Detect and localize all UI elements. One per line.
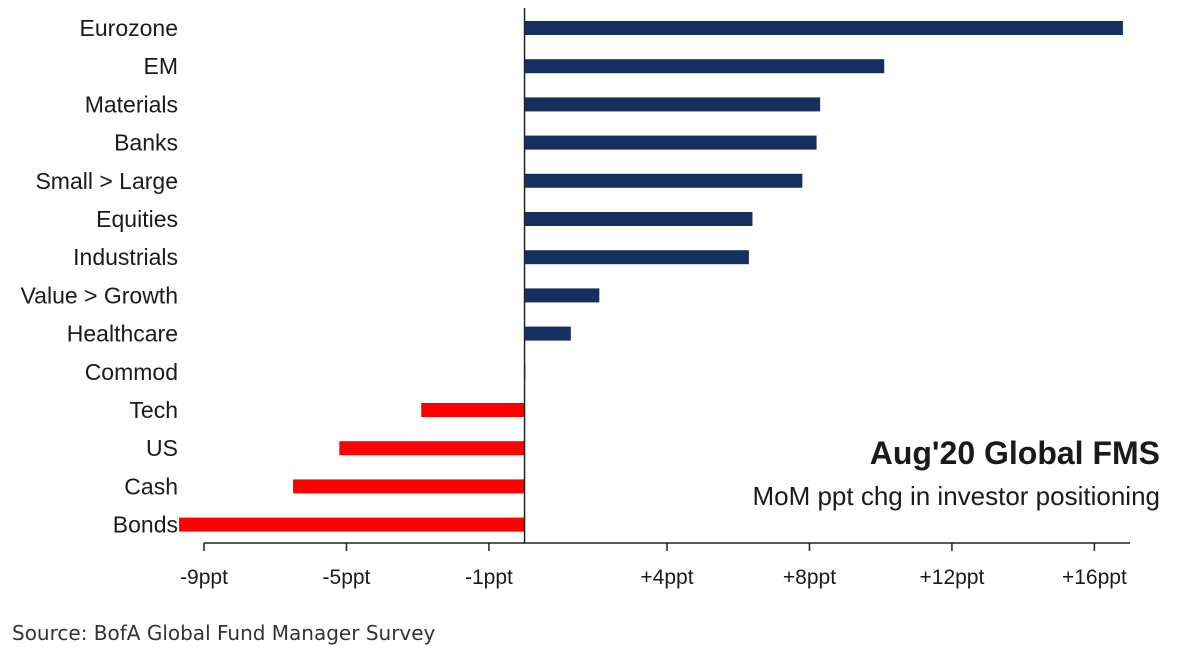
source-note: Source: BofA Global Fund Manager Survey bbox=[12, 621, 436, 645]
x-tick-label: -9ppt bbox=[180, 566, 228, 589]
category-label-value-growth: Value > Growth bbox=[21, 282, 178, 308]
category-label-banks: Banks bbox=[114, 130, 178, 156]
category-label-healthcare: Healthcare bbox=[67, 321, 178, 347]
category-label-small-large: Small > Large bbox=[35, 168, 178, 194]
bar-materials bbox=[524, 97, 821, 112]
x-tick-label: +8ppt bbox=[783, 566, 836, 589]
x-tick-label: +4ppt bbox=[640, 566, 693, 589]
chart-title: Aug'20 Global FMS bbox=[870, 435, 1160, 471]
bar-equities bbox=[524, 212, 753, 226]
category-label-us: US bbox=[146, 435, 178, 461]
x-tick-label: +12ppt bbox=[920, 566, 985, 589]
category-label-equities: Equities bbox=[96, 206, 178, 232]
bar-industrials bbox=[524, 250, 749, 265]
bar-cash bbox=[293, 479, 525, 494]
chart-subtitle: MoM ppt chg in investor positioning bbox=[752, 481, 1160, 511]
category-labels: Eurozone EM Materials Banks Small > Large Equ… bbox=[21, 15, 178, 538]
x-tick-label: -1ppt bbox=[465, 566, 513, 589]
x-tick-label: -5ppt bbox=[323, 566, 371, 589]
bar-em bbox=[524, 59, 885, 74]
bar-value-growth bbox=[524, 288, 600, 303]
bar-bonds bbox=[179, 517, 525, 532]
category-label-em: EM bbox=[144, 53, 179, 79]
category-label-bonds: Bonds bbox=[113, 512, 178, 538]
bar-us bbox=[339, 441, 525, 456]
bar-tech bbox=[421, 403, 525, 417]
category-label-commod: Commod bbox=[85, 359, 178, 385]
bar-small-large bbox=[524, 173, 803, 188]
category-label-eurozone: Eurozone bbox=[80, 15, 178, 41]
category-label-materials: Materials bbox=[85, 91, 178, 117]
category-label-tech: Tech bbox=[129, 397, 178, 423]
bar-healthcare bbox=[524, 326, 571, 341]
category-label-industrials: Industrials bbox=[73, 244, 178, 270]
x-tick-label: +16ppt bbox=[1062, 566, 1127, 589]
bars-layer bbox=[179, 21, 1123, 532]
category-label-cash: Cash bbox=[124, 473, 178, 499]
x-axis-ticks: -9ppt -5ppt -1ppt +4ppt +8ppt +12ppt +16ppt bbox=[180, 543, 1127, 589]
bar-eurozone bbox=[524, 21, 1123, 35]
bar-banks bbox=[524, 135, 817, 150]
